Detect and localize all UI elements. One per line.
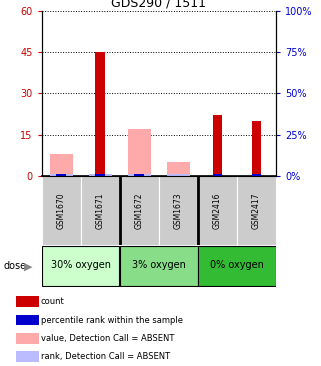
Bar	[95, 174, 105, 176]
Bar	[16, 333, 39, 344]
Text: 30% oxygen: 30% oxygen	[51, 261, 111, 270]
Bar	[167, 162, 190, 176]
Text: 0% oxygen: 0% oxygen	[210, 261, 264, 270]
Text: count: count	[41, 297, 65, 306]
Text: ▶: ▶	[24, 261, 32, 271]
Bar	[49, 174, 73, 176]
Bar	[213, 174, 222, 176]
Text: GSM1670: GSM1670	[57, 192, 66, 229]
Text: GSM2416: GSM2416	[213, 192, 222, 229]
Bar	[56, 174, 66, 176]
Bar	[42, 246, 119, 287]
Bar	[213, 115, 222, 176]
Bar	[16, 315, 39, 325]
Text: rank, Detection Call = ABSENT: rank, Detection Call = ABSENT	[41, 352, 170, 361]
Bar	[120, 246, 197, 287]
Text: percentile rank within the sample: percentile rank within the sample	[41, 316, 183, 325]
Bar	[198, 246, 276, 287]
Bar	[128, 129, 151, 176]
Text: 3% oxygen: 3% oxygen	[132, 261, 186, 270]
Text: dose: dose	[3, 261, 26, 271]
Bar	[237, 176, 276, 245]
Bar	[16, 296, 39, 307]
Bar	[120, 176, 159, 245]
Bar	[128, 174, 151, 176]
Text: GSM1672: GSM1672	[135, 192, 144, 229]
Bar	[81, 176, 120, 245]
Bar	[49, 154, 73, 176]
Bar	[252, 174, 261, 176]
Bar	[95, 52, 105, 176]
Title: GDS290 / 1511: GDS290 / 1511	[111, 0, 206, 10]
Bar	[198, 176, 237, 245]
Text: GSM1671: GSM1671	[96, 192, 105, 229]
Bar	[16, 351, 39, 362]
Bar	[134, 174, 144, 176]
Text: value, Detection Call = ABSENT: value, Detection Call = ABSENT	[41, 334, 174, 343]
Text: GSM2417: GSM2417	[252, 192, 261, 229]
Bar	[42, 176, 81, 245]
Text: GSM1673: GSM1673	[174, 192, 183, 229]
Bar	[159, 176, 198, 245]
Bar	[167, 174, 190, 176]
Bar	[89, 174, 112, 176]
Bar	[252, 121, 261, 176]
